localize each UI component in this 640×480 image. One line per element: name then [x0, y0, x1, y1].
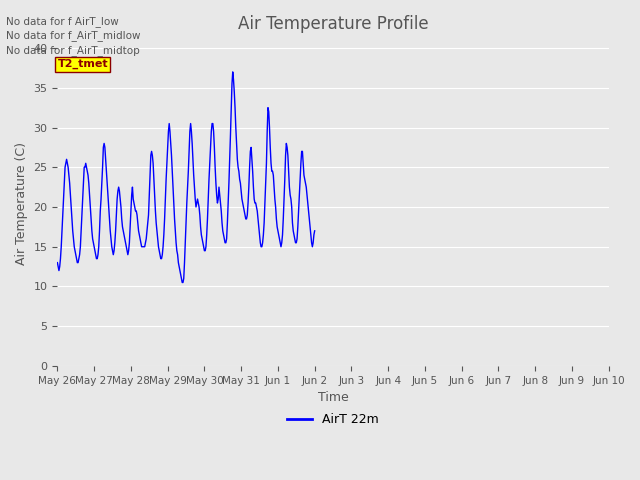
- X-axis label: Time: Time: [317, 391, 348, 404]
- Y-axis label: Air Temperature (C): Air Temperature (C): [15, 142, 28, 264]
- Text: T2_tmet: T2_tmet: [58, 59, 108, 70]
- Legend: AirT 22m: AirT 22m: [282, 408, 384, 432]
- Text: No data for f_AirT_midtop: No data for f_AirT_midtop: [6, 45, 140, 56]
- Text: No data for f_AirT_midlow: No data for f_AirT_midlow: [6, 30, 141, 41]
- Title: Air Temperature Profile: Air Temperature Profile: [237, 15, 428, 33]
- Text: No data for f AirT_low: No data for f AirT_low: [6, 16, 119, 27]
